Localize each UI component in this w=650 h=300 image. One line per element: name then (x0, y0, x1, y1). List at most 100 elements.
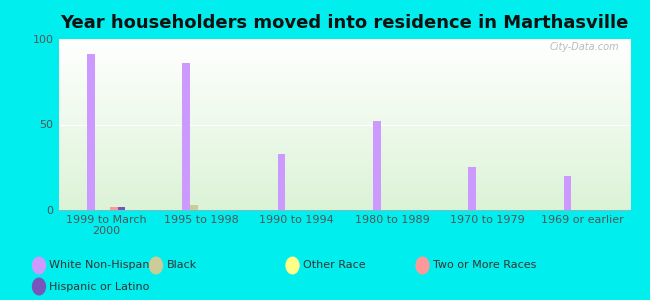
Bar (58, 50, 630, 51)
Bar (58, 80, 630, 81)
Bar (58, 149, 630, 150)
Bar (58, 127, 630, 128)
Bar (58, 64, 630, 65)
Bar (58, 129, 630, 130)
Bar (58, 134, 630, 135)
Bar (58, 53, 630, 54)
Bar (58, 70, 630, 71)
Bar (58, 166, 630, 167)
Bar (58, 132, 630, 133)
Bar (58, 54, 630, 55)
Bar (58, 111, 630, 112)
Bar (58, 147, 630, 148)
Bar (58, 103, 630, 104)
Bar (58, 155, 630, 156)
Bar (58, 151, 630, 152)
Bar (58, 177, 630, 178)
Bar (58, 128, 630, 129)
Bar (58, 140, 630, 141)
Bar (58, 168, 630, 169)
Bar (58, 46, 630, 47)
Bar (58, 55, 630, 56)
Bar (58, 187, 630, 188)
Bar (58, 167, 630, 168)
Bar (58, 125, 630, 126)
Bar (58, 190, 630, 191)
Bar (58, 141, 630, 142)
Bar (58, 205, 630, 206)
Bar (58, 189, 630, 190)
Bar (58, 71, 630, 72)
Bar (58, 184, 630, 185)
Bar (58, 131, 630, 132)
Bar (58, 207, 630, 208)
Bar (58, 200, 630, 201)
Bar (58, 176, 630, 177)
Bar (58, 48, 630, 49)
Text: Other Race: Other Race (303, 260, 365, 271)
Bar (58, 169, 630, 170)
Bar (58, 58, 630, 59)
Bar (58, 52, 630, 53)
Bar (58, 114, 630, 115)
Bar (58, 194, 630, 195)
Bar (58, 81, 630, 82)
Bar (58, 159, 630, 160)
Bar (58, 186, 630, 187)
Bar (58, 68, 630, 69)
Bar (58, 113, 630, 114)
Bar (58, 94, 630, 95)
Bar (58, 115, 630, 116)
Bar (469, 167, 476, 210)
Bar (58, 106, 630, 107)
Bar (110, 207, 118, 210)
Bar (58, 42, 630, 43)
Bar (58, 76, 630, 77)
Text: White Non-Hispanic: White Non-Hispanic (49, 260, 159, 271)
Bar (58, 100, 630, 101)
Bar (58, 192, 630, 193)
Bar (58, 143, 630, 144)
Bar (278, 154, 285, 210)
Bar (58, 148, 630, 149)
Bar (58, 121, 630, 122)
Bar (58, 202, 630, 203)
Bar (58, 126, 630, 127)
Bar (58, 163, 630, 164)
Text: Hispanic or Latino: Hispanic or Latino (49, 281, 150, 292)
Bar (58, 208, 630, 209)
Bar (58, 63, 630, 64)
Bar (58, 182, 630, 183)
Bar (58, 109, 630, 110)
Bar (58, 100, 630, 101)
Bar (58, 118, 630, 119)
Bar (183, 63, 190, 210)
Bar (58, 117, 630, 118)
Bar (58, 188, 630, 189)
Bar (58, 39, 630, 40)
Bar (58, 124, 630, 125)
Bar (58, 171, 630, 172)
Bar (58, 196, 630, 197)
Bar (58, 75, 630, 76)
Bar (58, 165, 630, 166)
Bar (58, 119, 630, 120)
Bar (58, 102, 630, 103)
Bar (58, 62, 630, 63)
Bar (58, 99, 630, 100)
Bar (58, 137, 630, 138)
Bar (58, 60, 630, 61)
Bar (58, 118, 630, 119)
Bar (58, 44, 630, 45)
Bar (58, 162, 630, 163)
Bar (58, 144, 630, 145)
Bar (58, 57, 630, 58)
Bar (58, 154, 630, 155)
Bar (58, 91, 630, 92)
Bar (58, 153, 630, 154)
Bar (58, 96, 630, 97)
Bar (58, 85, 630, 86)
Bar (58, 157, 630, 158)
Bar (190, 205, 198, 210)
Bar (58, 77, 630, 78)
